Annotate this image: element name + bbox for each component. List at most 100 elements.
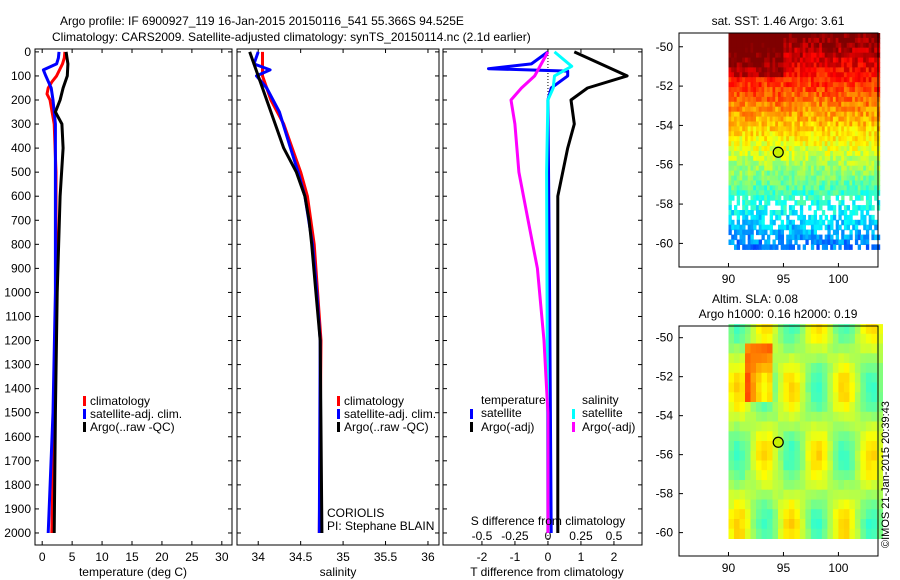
map-cell bbox=[753, 224, 757, 231]
map-cell bbox=[819, 205, 823, 211]
map-cell bbox=[764, 67, 768, 73]
map-cell bbox=[824, 72, 828, 78]
map-cell bbox=[805, 509, 812, 520]
map-cell bbox=[783, 42, 787, 49]
map-cell bbox=[860, 160, 864, 167]
map-cell bbox=[810, 116, 815, 123]
map-cell bbox=[736, 195, 740, 201]
map-cell bbox=[745, 146, 749, 152]
map-cell bbox=[742, 185, 746, 191]
s-tick-label: -0.25 bbox=[501, 529, 529, 543]
map-cell bbox=[821, 210, 826, 216]
map-cell bbox=[745, 499, 752, 510]
map-cell bbox=[813, 47, 817, 54]
map-cell bbox=[728, 470, 735, 481]
map-cell bbox=[846, 101, 850, 108]
map-cell bbox=[830, 136, 834, 142]
map-cell bbox=[863, 136, 867, 142]
map-cell bbox=[742, 47, 746, 54]
map-cell bbox=[783, 421, 790, 432]
map-cell bbox=[830, 116, 834, 123]
map-cell bbox=[745, 470, 752, 481]
map-cell bbox=[846, 244, 850, 250]
map-cell bbox=[775, 175, 779, 182]
map-cell bbox=[868, 155, 872, 162]
map-cell bbox=[810, 52, 815, 59]
sst-map-panel: sat. SST: 1.46 Argo: 3.61 90 95 100-50-52-… bbox=[656, 14, 881, 286]
map-cell bbox=[805, 229, 809, 236]
map-cell bbox=[813, 239, 817, 245]
map-cell bbox=[846, 155, 850, 162]
map-cell bbox=[810, 239, 815, 245]
map-cell bbox=[813, 219, 817, 226]
map-cell bbox=[876, 509, 883, 520]
map-cell bbox=[772, 324, 779, 335]
map-cell bbox=[734, 431, 741, 442]
map-cell bbox=[739, 239, 743, 245]
map-cell bbox=[747, 239, 751, 245]
map-cell bbox=[876, 489, 883, 500]
map-cell bbox=[838, 136, 842, 142]
map-cell bbox=[868, 151, 872, 157]
map-cell bbox=[841, 72, 845, 78]
map-cell bbox=[799, 441, 806, 452]
map-cell bbox=[802, 62, 806, 68]
map-cell bbox=[876, 190, 881, 196]
map-cell bbox=[830, 47, 834, 54]
map-cell bbox=[835, 92, 839, 98]
map-cell bbox=[734, 175, 738, 182]
map-cell bbox=[775, 131, 779, 137]
map-cell bbox=[772, 239, 776, 245]
map-cell bbox=[830, 33, 834, 39]
map-cell bbox=[868, 96, 872, 103]
map-cell bbox=[871, 372, 878, 384]
map-cell bbox=[750, 121, 754, 127]
map-cell bbox=[780, 52, 784, 59]
map-cell bbox=[728, 239, 732, 245]
map-cell bbox=[821, 37, 826, 44]
map-cell bbox=[868, 62, 872, 68]
map-cell bbox=[827, 52, 831, 59]
map-cell bbox=[761, 402, 768, 413]
map-cell bbox=[780, 62, 784, 68]
map-cell bbox=[854, 509, 861, 520]
map-cell bbox=[767, 392, 774, 403]
map-cell bbox=[860, 219, 864, 226]
map-cell bbox=[788, 77, 793, 83]
map-cell bbox=[854, 47, 859, 54]
map-cell bbox=[816, 324, 823, 335]
map-cell bbox=[788, 82, 793, 88]
map-cell bbox=[742, 195, 746, 201]
map-cell bbox=[876, 324, 883, 335]
map-cell bbox=[810, 37, 815, 44]
map-cell bbox=[832, 509, 839, 520]
map-cell bbox=[832, 77, 837, 83]
map-cell bbox=[824, 126, 828, 132]
map-cell bbox=[805, 392, 812, 403]
map-cell bbox=[775, 72, 779, 78]
y-tick-label: -56 bbox=[656, 158, 674, 172]
map-cell bbox=[832, 421, 839, 432]
map-cell bbox=[830, 170, 834, 177]
map-cell bbox=[786, 72, 790, 78]
map-cell bbox=[860, 234, 864, 241]
map-cell bbox=[819, 57, 823, 64]
map-cell bbox=[846, 224, 850, 231]
map-cell bbox=[794, 431, 801, 442]
map-cell bbox=[876, 333, 883, 345]
map-cell bbox=[753, 151, 757, 157]
map-cell bbox=[778, 333, 785, 345]
map-cell bbox=[843, 72, 848, 78]
map-cell bbox=[747, 136, 751, 142]
map-cell bbox=[821, 155, 826, 162]
map-cell bbox=[742, 229, 746, 236]
map-cell bbox=[753, 42, 757, 49]
map-cell bbox=[780, 47, 784, 54]
map-cell bbox=[734, 96, 738, 103]
map-cell bbox=[876, 151, 881, 157]
map-cell bbox=[813, 101, 817, 108]
map-cell bbox=[739, 121, 743, 127]
map-cell bbox=[849, 175, 853, 182]
map-cell bbox=[750, 170, 754, 177]
map-cell bbox=[745, 126, 749, 132]
